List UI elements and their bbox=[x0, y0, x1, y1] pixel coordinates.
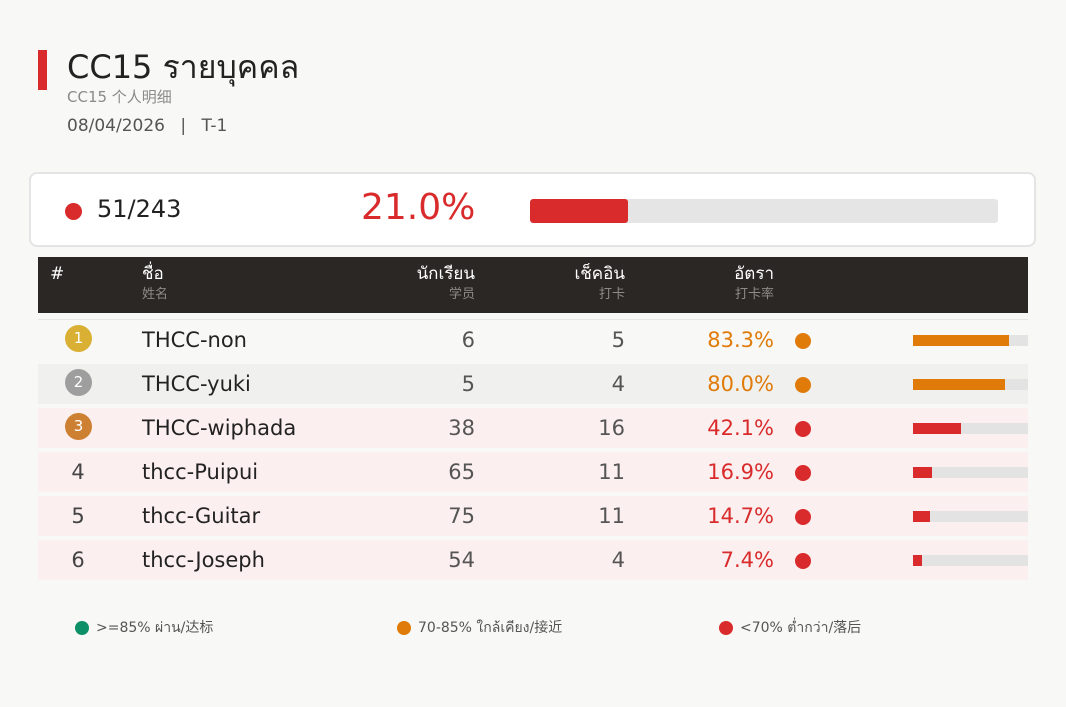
students-count: 65 bbox=[448, 460, 475, 484]
member-name: THCC-non bbox=[142, 328, 247, 352]
status-dot bbox=[795, 509, 811, 525]
report-period: T-1 bbox=[201, 116, 228, 136]
status-dot bbox=[795, 465, 811, 481]
title-accent-bar bbox=[38, 50, 47, 90]
students-count: 75 bbox=[448, 504, 475, 528]
summary-count: 51/243 bbox=[97, 195, 182, 223]
page-subtitle: CC15 个人明细 bbox=[67, 88, 172, 106]
table-row: 1 THCC-non 6 5 83.3% bbox=[38, 320, 1028, 360]
report-meta: 08/04/2026 | T-1 bbox=[67, 116, 227, 136]
checkin-rate: 83.3% bbox=[707, 328, 774, 352]
students-count: 5 bbox=[461, 372, 475, 396]
header-rate-label: อัตรา bbox=[734, 264, 774, 284]
rate-bar-track bbox=[913, 555, 1028, 566]
summary-progress-track bbox=[530, 199, 998, 223]
rate-bar-track bbox=[913, 467, 1028, 478]
header-checkin-label: เช็คอิน bbox=[574, 264, 625, 284]
legend-item: 70-85% ใกล้เคียง/接近 bbox=[397, 617, 562, 639]
checkin-rate: 7.4% bbox=[720, 548, 774, 572]
legend-dot bbox=[719, 621, 733, 635]
checkin-rate: 80.0% bbox=[707, 372, 774, 396]
header-name-label: ชื่อ bbox=[142, 264, 164, 284]
status-dot bbox=[795, 553, 811, 569]
checkin-rate: 16.9% bbox=[707, 460, 774, 484]
rank-number: 4 bbox=[71, 460, 85, 484]
legend-label: 70-85% ใกล้เคียง/接近 bbox=[418, 620, 563, 636]
status-dot bbox=[795, 421, 811, 437]
header-students-sub: 学员 bbox=[448, 287, 475, 302]
rate-bar-track bbox=[913, 511, 1028, 522]
legend-dot bbox=[397, 621, 411, 635]
table-header: # ชื่อ 姓名 นักเรียน 学员 เช็คอิน 打卡 อัตรา 打… bbox=[38, 257, 1028, 313]
header-rank-label: # bbox=[50, 264, 65, 284]
rate-bar-fill bbox=[913, 511, 930, 522]
header-name: ชื่อ 姓名 bbox=[142, 262, 168, 304]
table-row: 3 THCC-wiphada 38 16 42.1% bbox=[38, 408, 1028, 448]
header-students-label: นักเรียน bbox=[416, 264, 475, 284]
header-rate: อัตรา 打卡率 bbox=[674, 262, 774, 304]
legend-label: <70% ต่ำกว่า/落后 bbox=[740, 620, 862, 636]
member-name: thcc-Guitar bbox=[142, 504, 261, 528]
summary-progress-fill bbox=[530, 199, 629, 223]
table-body: 1 THCC-non 6 5 83.3% 2 THCC-yuki 5 4 80.0% 3 THCC-w… bbox=[38, 320, 1028, 580]
header-rate-sub: 打卡率 bbox=[734, 287, 774, 302]
table-row: 6 thcc-Joseph 54 4 7.4% bbox=[38, 540, 1028, 580]
table-row: 2 THCC-yuki 5 4 80.0% bbox=[38, 364, 1028, 404]
students-count: 38 bbox=[448, 416, 475, 440]
checkin-count: 4 bbox=[611, 372, 625, 396]
checkin-count: 16 bbox=[598, 416, 625, 440]
header-students: นักเรียน 学员 bbox=[375, 262, 475, 304]
checkin-count: 5 bbox=[611, 328, 625, 352]
table-row: 5 thcc-Guitar 75 11 14.7% bbox=[38, 496, 1028, 536]
rate-bar-track bbox=[913, 335, 1028, 346]
table-row: 4 thcc-Puipui 65 11 16.9% bbox=[38, 452, 1028, 492]
rank-number: 6 bbox=[71, 548, 85, 572]
ranking-table: # ชื่อ 姓名 นักเรียน 学员 เช็คอิน 打卡 อัตรา 打… bbox=[38, 257, 1028, 584]
checkin-count: 11 bbox=[598, 504, 625, 528]
rate-bar-track bbox=[913, 423, 1028, 434]
rate-bar-fill bbox=[913, 423, 962, 434]
header-checkin-sub: 打卡 bbox=[598, 287, 625, 302]
rate-bar-fill bbox=[913, 379, 1005, 390]
students-count: 6 bbox=[461, 328, 475, 352]
meta-separator: | bbox=[180, 116, 187, 136]
header-divider bbox=[38, 319, 1028, 320]
summary-status-dot bbox=[65, 203, 82, 220]
checkin-count: 4 bbox=[611, 548, 625, 572]
bronze-medal-badge: 3 bbox=[65, 413, 92, 440]
rate-bar-fill bbox=[913, 555, 922, 566]
header-checkin: เช็คอิน 打卡 bbox=[525, 262, 625, 304]
member-name: thcc-Puipui bbox=[142, 460, 259, 484]
member-name: THCC-yuki bbox=[142, 372, 251, 396]
rate-bar-track bbox=[913, 379, 1028, 390]
silver-medal-badge: 2 bbox=[65, 369, 92, 396]
rate-bar-fill bbox=[913, 335, 1009, 346]
status-dot bbox=[795, 377, 811, 393]
legend-item: <70% ต่ำกว่า/落后 bbox=[719, 617, 861, 639]
checkin-rate: 14.7% bbox=[707, 504, 774, 528]
legend-label: >=85% ผ่าน/达标 bbox=[96, 620, 214, 636]
header-rank: # bbox=[50, 262, 64, 286]
page-title: CC15 รายบุคคล bbox=[67, 48, 300, 86]
legend-dot bbox=[75, 621, 89, 635]
checkin-rate: 42.1% bbox=[707, 416, 774, 440]
gold-medal-badge: 1 bbox=[65, 325, 92, 352]
report-date: 08/04/2026 bbox=[67, 116, 165, 136]
rank-number: 5 bbox=[71, 504, 85, 528]
checkin-count: 11 bbox=[598, 460, 625, 484]
status-dot bbox=[795, 333, 811, 349]
students-count: 54 bbox=[448, 548, 475, 572]
summary-percent: 21.0% bbox=[361, 187, 476, 228]
member-name: thcc-Joseph bbox=[142, 548, 265, 572]
member-name: THCC-wiphada bbox=[142, 416, 297, 440]
legend-item: >=85% ผ่าน/达标 bbox=[75, 617, 213, 639]
header-name-sub: 姓名 bbox=[142, 287, 169, 302]
summary-card: 51/243 21.0% bbox=[29, 172, 1036, 247]
rate-bar-fill bbox=[913, 467, 933, 478]
